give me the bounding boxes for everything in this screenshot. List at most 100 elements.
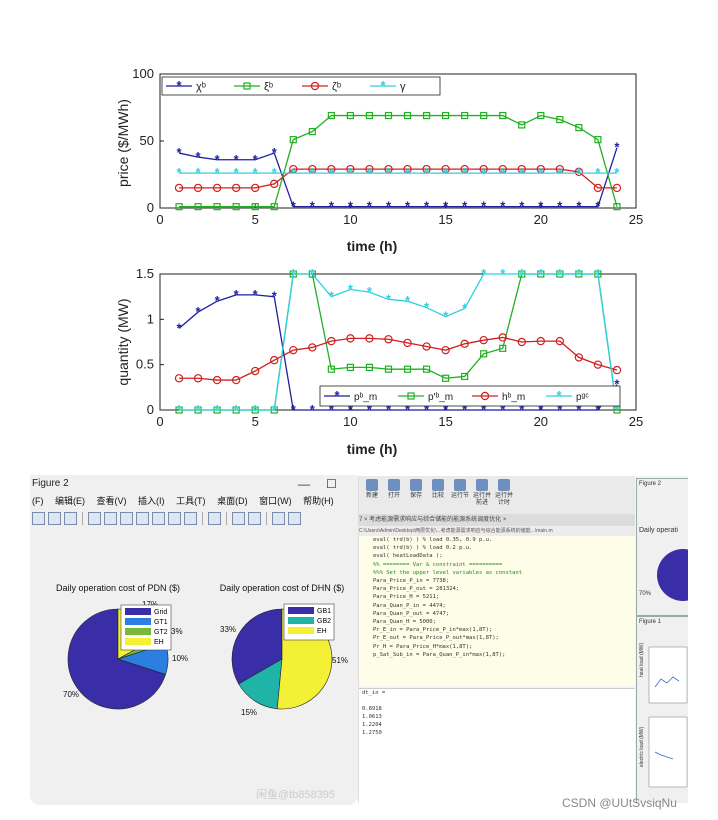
- side-figure1-window[interactable]: Figure 1 heat load (MW) electric load (M…: [636, 616, 688, 803]
- data-cursor-icon[interactable]: [168, 511, 181, 525]
- legend-eh2: EH: [317, 628, 327, 635]
- data-point: *: [557, 402, 563, 417]
- compare-button[interactable]: 比较: [429, 479, 447, 500]
- data-point: *: [538, 199, 544, 214]
- data-point: *: [253, 402, 259, 417]
- open-button[interactable]: 打开: [385, 479, 403, 500]
- data-point: *: [253, 287, 259, 302]
- y-tick-label: 1.5: [136, 266, 154, 281]
- zoom-in-icon[interactable]: [104, 511, 117, 525]
- menu-window[interactable]: 窗口(W): [259, 496, 292, 506]
- menu-tools[interactable]: 工具(T): [176, 496, 206, 506]
- data-point: *: [272, 145, 278, 160]
- watermark: 闲鱼@tb858395: [256, 789, 336, 801]
- colorbar-icon[interactable]: [232, 511, 245, 525]
- data-point: [403, 338, 412, 348]
- matlab-editor-window: 新建 打开 保存 比较 运行节 运行并前进 运行并计时 7 × 考虑能源需求响应…: [358, 476, 688, 803]
- price-ylabel: price ($/MWh): [115, 99, 131, 187]
- legend-marker: *: [334, 388, 340, 403]
- dhn-legend: GB1 GB2 EH: [283, 603, 335, 641]
- x-tick-label: 5: [252, 414, 259, 429]
- data-point: [193, 374, 203, 383]
- menu-view[interactable]: 查看(V): [96, 496, 127, 506]
- data-point: [175, 203, 183, 211]
- data-point: [461, 372, 469, 381]
- show-plot-tools-icon[interactable]: [288, 511, 301, 525]
- pan-icon[interactable]: [136, 511, 149, 525]
- data-point: *: [424, 300, 430, 315]
- data-point: *: [443, 309, 449, 324]
- data-point: [461, 111, 469, 120]
- data-point: *: [462, 165, 468, 180]
- run-advance-button[interactable]: 运行并前进: [473, 479, 491, 507]
- hide-plot-tools-icon[interactable]: [272, 511, 285, 525]
- minimize-button[interactable]: —: [298, 477, 310, 491]
- run-time-button[interactable]: 运行并计时: [495, 479, 513, 507]
- data-point: [575, 123, 583, 132]
- side-figure2-window[interactable]: Figure 2 Daily operati 70%: [636, 478, 688, 616]
- rotate-icon[interactable]: [152, 511, 165, 525]
- legend-icon[interactable]: [248, 511, 261, 525]
- data-point: [289, 345, 298, 355]
- data-point: *: [196, 165, 202, 180]
- command-window[interactable]: dt_in = 0.8918 1.0613 1.2204 1.2750: [359, 688, 635, 803]
- brush-icon[interactable]: [184, 511, 197, 525]
- data-point: *: [310, 266, 316, 281]
- pdn-title: Daily operation cost of PDN ($): [56, 583, 180, 593]
- pointer-icon[interactable]: [88, 511, 101, 525]
- data-point: [384, 365, 393, 373]
- data-point: *: [405, 402, 411, 417]
- menu-desktop[interactable]: 桌面(D): [217, 496, 248, 506]
- quantity-xlabel: time (h): [347, 441, 398, 457]
- code-editor[interactable]: eval( trd(b) ) % load 0.35, 0.9 p.u. eva…: [359, 536, 635, 686]
- zoom-out-icon[interactable]: [120, 511, 133, 525]
- link-icon[interactable]: [208, 511, 221, 525]
- menu-file[interactable]: (F): [32, 496, 44, 506]
- legend-marker: *: [556, 388, 562, 403]
- data-point: *: [367, 284, 373, 299]
- legend-label: p'ᵇ_m: [428, 392, 453, 403]
- data-point: [499, 344, 507, 352]
- y-tick-label: 50: [140, 133, 154, 148]
- data-point: [270, 355, 279, 365]
- new-button[interactable]: 新建: [363, 479, 381, 500]
- editor-tabs[interactable]: 7 × 考虑能源需求响应与综合储能的能源系统调度优化 ×: [359, 514, 635, 526]
- y-tick-label: 0.5: [136, 357, 154, 372]
- data-point: *: [234, 287, 240, 302]
- data-point: *: [291, 266, 297, 281]
- x-tick-label: 10: [343, 414, 357, 429]
- menu-insert[interactable]: 插入(I): [138, 496, 165, 506]
- data-point: [365, 111, 374, 120]
- data-point: [270, 203, 278, 211]
- menu-help[interactable]: 帮助(H): [303, 496, 334, 506]
- data-point: [403, 365, 412, 373]
- data-point: [537, 111, 545, 120]
- data-point: *: [253, 165, 259, 180]
- data-point: [422, 342, 431, 351]
- data-point: *: [557, 199, 563, 214]
- data-point: *: [177, 402, 183, 417]
- save-button[interactable]: 保存: [407, 479, 425, 500]
- menu-edit[interactable]: 编辑(E): [55, 496, 86, 506]
- data-point: [384, 111, 393, 120]
- data-point: *: [234, 402, 240, 417]
- legend-marker: [407, 392, 415, 400]
- data-point: *: [310, 199, 316, 214]
- run-advance-icon: [476, 479, 488, 491]
- legend-label: χᵇ: [196, 81, 206, 93]
- save-icon[interactable]: [48, 511, 61, 525]
- maximize-button[interactable]: ☐: [326, 477, 337, 491]
- dhn-label-15: 15%: [241, 708, 257, 717]
- pdn-label-17: 17%: [142, 600, 158, 609]
- dhn-label-33: 33%: [220, 625, 236, 634]
- data-point: [555, 336, 565, 346]
- x-tick-label: 25: [629, 414, 643, 429]
- editor-ribbon: 新建 打开 保存 比较 运行节 运行并前进 运行并计时: [359, 476, 635, 515]
- open-icon[interactable]: [32, 511, 45, 525]
- data-point: *: [595, 165, 601, 180]
- x-tick-label: 0: [156, 414, 163, 429]
- data-point: [327, 336, 336, 346]
- x-tick-label: 5: [252, 212, 259, 227]
- run-section-button[interactable]: 运行节: [451, 479, 469, 500]
- print-icon[interactable]: [64, 511, 77, 525]
